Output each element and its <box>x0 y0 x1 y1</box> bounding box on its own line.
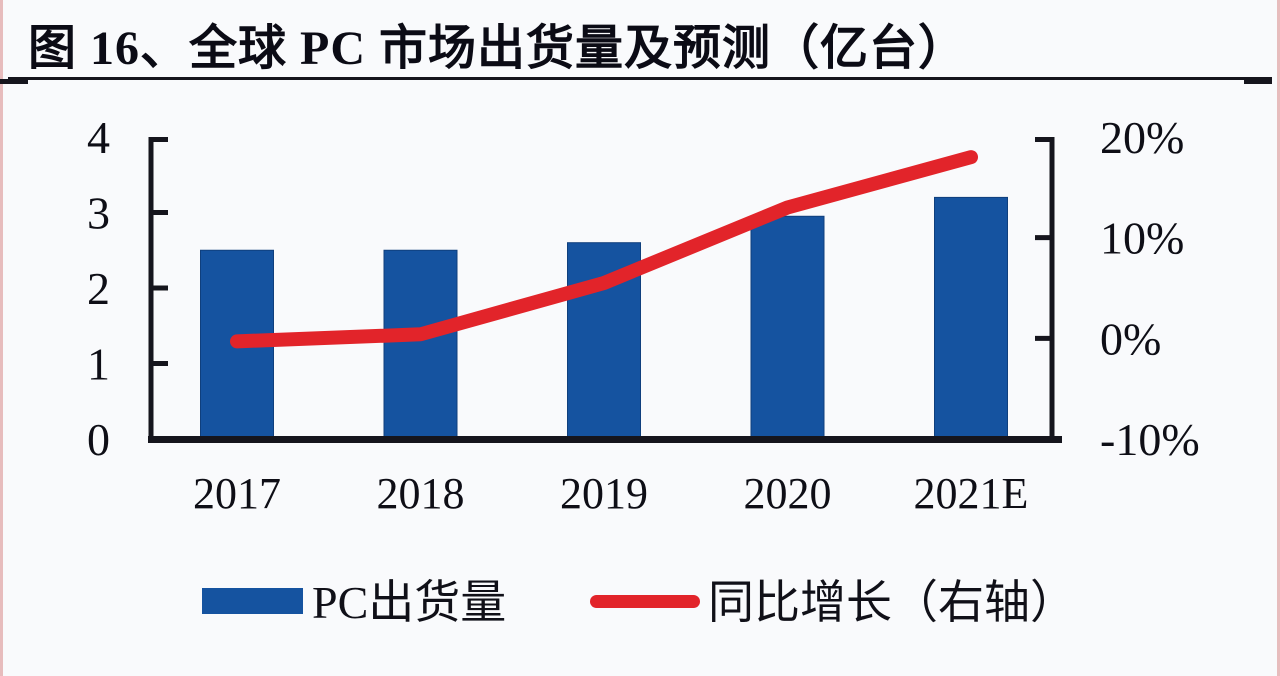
bar-2020 <box>750 215 825 442</box>
x-axis-label-2020: 2020 <box>744 469 832 518</box>
x-axis-label-2017: 2017 <box>193 469 281 518</box>
right-axis-label-20%: 20% <box>1100 112 1184 163</box>
left-axis-spine <box>148 137 168 439</box>
legend-line-swatch <box>590 595 700 608</box>
figure-title: 图 16、全球 PC 市场出货量及预测（亿台） <box>28 22 967 75</box>
x-axis-label-2018: 2018 <box>377 469 465 518</box>
chart-legend: PC出货量 同比增长（右轴） <box>0 558 1280 648</box>
right-axis-spine <box>1035 137 1055 439</box>
left-axis-label-2: 2 <box>87 263 110 314</box>
left-axis-label-0: 0 <box>87 414 110 465</box>
bar-2018 <box>383 249 458 442</box>
pc-shipment-chart: 0 1 2 3 4 -10% 0% 10% 20% 2017 2018 2019 2020 2021E <box>87 112 1200 518</box>
right-axis-label--10%: -10% <box>1100 414 1200 465</box>
x-axis-label-2021E: 2021E <box>914 469 1029 518</box>
bar-2021E <box>934 196 1008 442</box>
legend-bar-swatch <box>202 588 303 614</box>
chart-canvas: 0 1 2 3 4 -10% 0% 10% 20% 2017 2018 2019 2020 2021E <box>87 112 1200 518</box>
right-axis-label-10%: 10% <box>1100 213 1184 264</box>
growth-line <box>230 150 978 349</box>
scan-edge-right <box>1277 0 1280 676</box>
title-rule <box>0 77 1272 84</box>
scan-edge-left <box>0 0 3 676</box>
left-axis-label-4: 4 <box>87 112 110 163</box>
legend-bar-label: PC出货量 <box>312 577 507 628</box>
right-axis-label-0%: 0% <box>1100 313 1161 364</box>
left-axis-label-1: 1 <box>87 339 110 390</box>
x-axis-label-2019: 2019 <box>560 469 648 518</box>
title-rule-end-left <box>0 79 28 84</box>
legend-line-label: 同比增长（右轴） <box>708 577 1076 628</box>
title-rule-end-right <box>1244 79 1272 84</box>
left-axis-label-3: 3 <box>87 188 110 239</box>
